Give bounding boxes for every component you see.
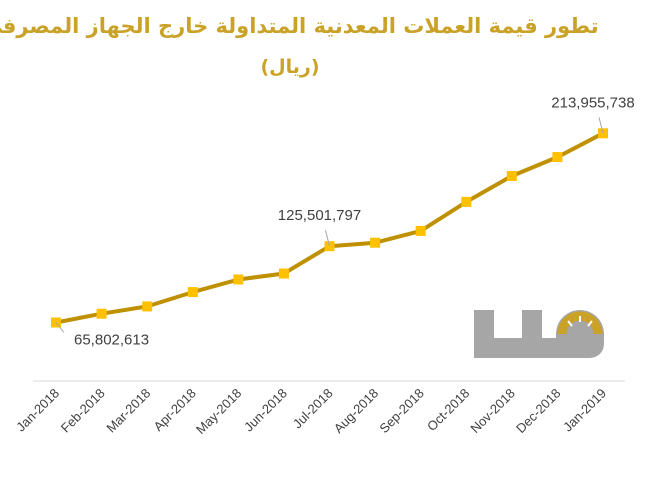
x-tick-label-5: Jun-2018 [241, 386, 290, 435]
label-layer: 65,802,613 125,501,797 213,955,738 [55, 94, 635, 349]
data-point-3 [187, 287, 198, 298]
chart-title: تطور قيمة العملات المعدنية المتداولة خار… [0, 14, 599, 39]
data-label-0: 65,802,613 [74, 332, 149, 349]
x-tick-label-3: Apr-2018 [150, 386, 198, 434]
data-point-9 [461, 196, 472, 207]
x-tick-label-10: Nov-2018 [467, 386, 517, 436]
tick-layer: Jan-2018Feb-2018Mar-2018Apr-2018May-2018… [13, 386, 609, 437]
data-label-leader-12 [598, 117, 604, 134]
x-tick-label-1: Feb-2018 [58, 386, 108, 436]
data-point-8 [415, 225, 426, 236]
mal-logo [474, 310, 604, 358]
series-layer [51, 128, 608, 328]
chart-subtitle: (ريال) [260, 56, 319, 78]
series-line [55, 131, 604, 325]
x-tick-label-7: Aug-2018 [331, 386, 381, 436]
x-tick-label-2: Mar-2018 [103, 386, 153, 436]
data-point-10 [506, 171, 517, 181]
data-point-11 [552, 152, 563, 163]
x-tick-label-0: Jan-2018 [13, 386, 62, 435]
data-label-6: 125,501,797 [278, 207, 361, 224]
x-tick-label-6: Jul-2018 [290, 386, 336, 432]
data-label-leader-0 [55, 322, 65, 333]
x-tick-label-9: Oct-2018 [424, 386, 472, 434]
x-tick-label-11: Dec-2018 [513, 386, 563, 436]
x-tick-label-12: Jan-2019 [560, 386, 609, 435]
data-point-1 [96, 308, 107, 319]
data-point-5 [278, 268, 289, 279]
data-point-7 [370, 237, 381, 248]
data-label-leader-6 [325, 230, 330, 247]
x-tick-label-8: Sep-2018 [376, 386, 426, 436]
x-tick-label-4: May-2018 [193, 386, 244, 437]
data-point-2 [142, 301, 153, 312]
data-label-12: 213,955,738 [551, 94, 634, 111]
data-point-4 [233, 274, 244, 285]
